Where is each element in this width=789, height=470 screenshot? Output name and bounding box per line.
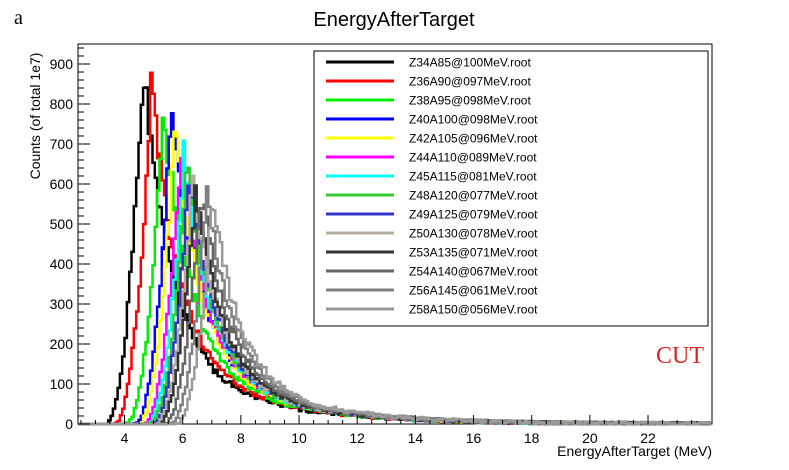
panel-label: a	[14, 7, 23, 29]
x-axis-label: EnergyAfterTarget (MeV)	[557, 443, 712, 459]
legend-label: Z44A110@089MeV.root	[409, 151, 537, 165]
legend-label: Z49A125@079MeV.root	[409, 208, 538, 222]
legend-label: Z42A105@096MeV.root	[409, 132, 538, 146]
y-tick-label: 800	[50, 96, 74, 112]
series-line	[78, 208, 711, 426]
legend-label: Z50A130@078MeV.root	[409, 227, 538, 241]
x-tick-label: 18	[524, 430, 540, 446]
legend-label: Z45A115@081MeV.root	[409, 170, 537, 184]
x-tick-label: 8	[237, 430, 245, 446]
chart-title: EnergyAfterTarget	[313, 9, 475, 31]
y-tick-label: 500	[50, 216, 74, 232]
legend-label: Z56A145@061MeV.root	[409, 284, 538, 298]
y-tick-label: 600	[50, 176, 74, 192]
y-axis-label: Counts (of total 1e7)	[27, 53, 43, 180]
legend: Z34A85@100MeV.root Z36A90@097MeV.root Z38A…	[326, 56, 538, 317]
legend-label: Z58A150@056MeV.root	[409, 303, 538, 317]
legend-box	[313, 50, 709, 327]
legend-label: Z48A120@077MeV.root	[409, 189, 538, 203]
y-tick-label: 700	[50, 136, 74, 152]
x-tick-label: 12	[349, 430, 365, 446]
legend-label: Z38A95@098MeV.root	[409, 94, 531, 108]
legend-label: Z40A100@098MeV.root	[409, 113, 538, 127]
x-tick-label: 16	[466, 430, 482, 446]
x-tick-label: 4	[121, 430, 129, 446]
legend-label: Z34A85@100MeV.root	[409, 56, 531, 70]
x-tick-label: 14	[408, 430, 424, 446]
y-tick-label: 300	[50, 296, 74, 312]
axes-layer: 4 6 8 10 12 14 16 18 20 22 0 100 200 300 400 500 600 700 8…	[50, 47, 693, 446]
y-tick-label: 0	[65, 416, 73, 432]
x-tick-label: 22	[640, 430, 656, 446]
series-layer	[78, 71, 711, 426]
y-tick-label: 900	[50, 56, 74, 72]
legend-label: Z53A135@071MeV.root	[409, 246, 538, 260]
x-tick-label: 20	[582, 430, 598, 446]
x-tick-label: 6	[179, 430, 187, 446]
legend-label: Z36A90@097MeV.root	[409, 75, 531, 89]
y-tick-label: 400	[50, 256, 74, 272]
legend-label: Z54A140@067MeV.root	[409, 265, 538, 279]
y-tick-label: 200	[50, 336, 74, 352]
cut-annotation: CUT	[656, 343, 704, 369]
y-tick-label: 100	[50, 376, 74, 392]
x-tick-label: 10	[291, 430, 307, 446]
